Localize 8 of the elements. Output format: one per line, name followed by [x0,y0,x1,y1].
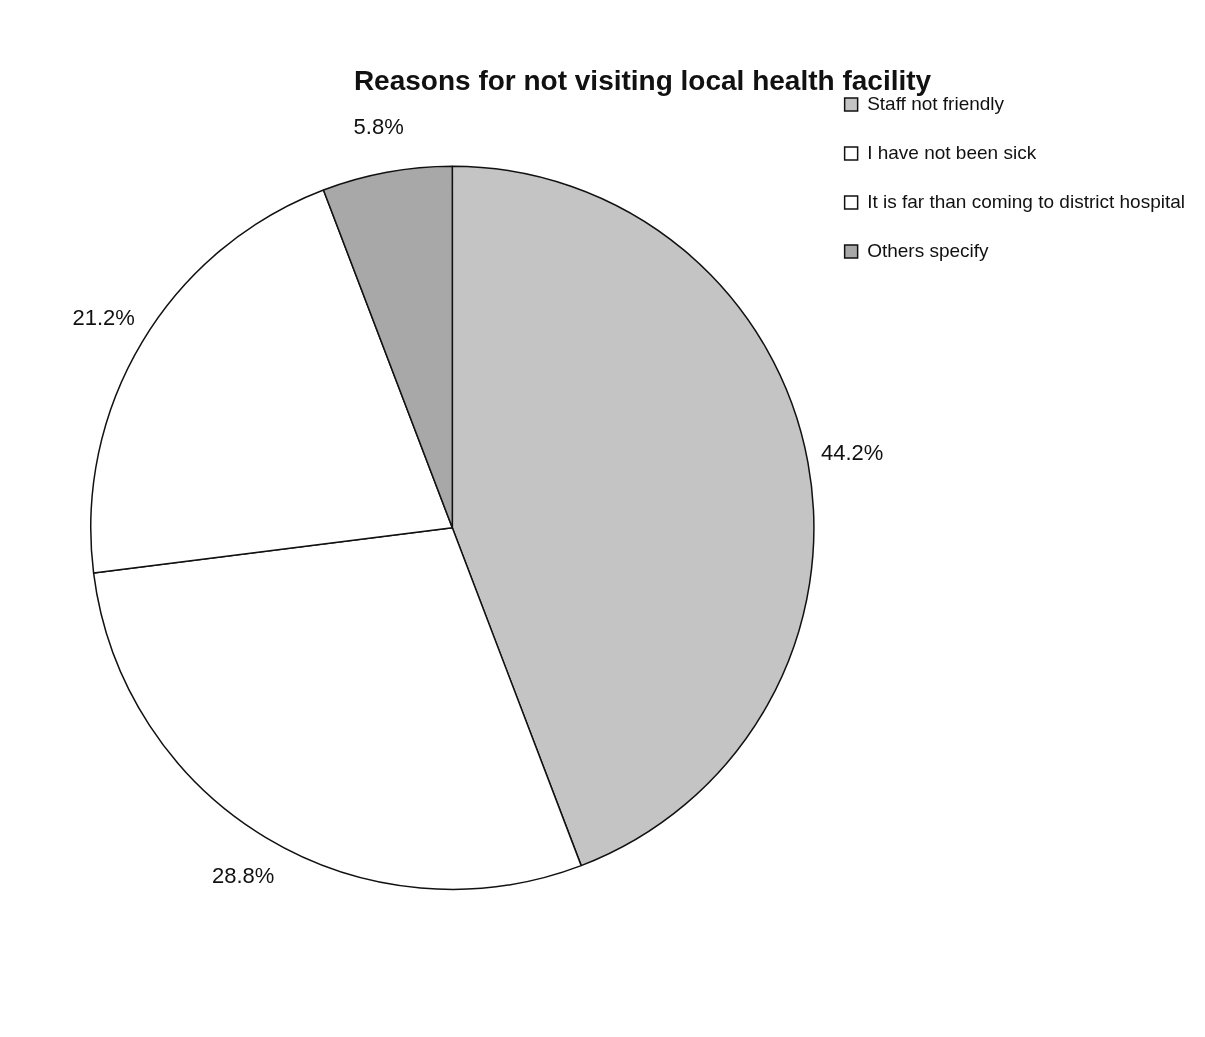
data-label: 21.2% [72,304,135,330]
data-label: 44.2% [820,440,884,466]
chart-title: Reasons for not visiting local health facility [353,64,932,96]
legend-label: Others specify [867,239,990,261]
legend-label: It is far than coming to district hospital [867,190,1186,212]
data-label: 28.8% [211,862,275,888]
legend-label: I have not been sick [867,141,1037,163]
data-label: 5.8% [353,114,404,140]
